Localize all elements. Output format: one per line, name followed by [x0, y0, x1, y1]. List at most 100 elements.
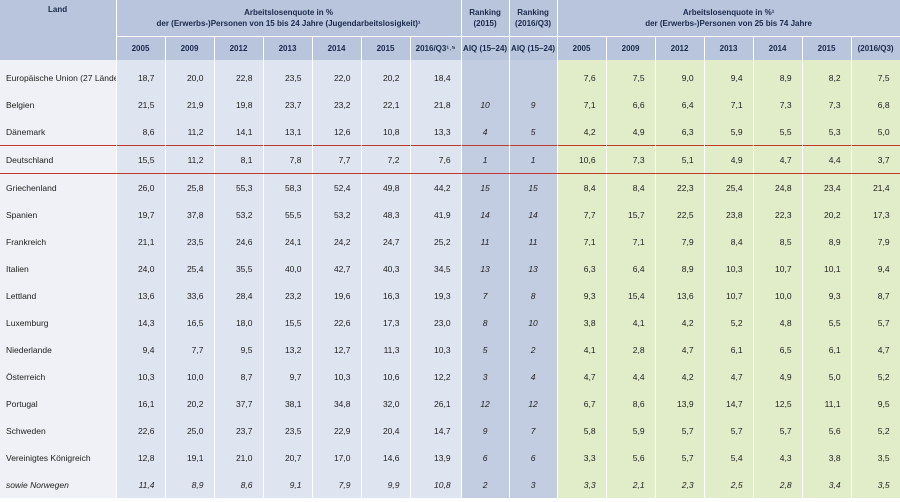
adult-rate-cell: 10,1 — [802, 255, 852, 282]
table-row: Spanien 19,7 37,8 53,2 55,5 53,2 48,3 41,9 14 14 7… — [0, 201, 900, 228]
adult-rate-cell: 11,1 — [802, 390, 852, 417]
adult-rate-cell: 5,7 — [704, 417, 754, 444]
adult-rate-cell: 5,5 — [753, 118, 803, 146]
youth-rate-cell: 22,6 — [312, 309, 362, 336]
youth-rate-cell: 34,8 — [312, 390, 362, 417]
youth-rate-cell: 10,3 — [312, 363, 362, 390]
youth-rate-cell: 24,1 — [263, 228, 313, 255]
adult-rate-cell: 22,5 — [655, 201, 705, 228]
adult-rate-cell: 2,8 — [753, 471, 803, 498]
youth-rate-cell: 24,7 — [361, 228, 411, 255]
youth-rate-cell: 7,7 — [312, 145, 362, 174]
youth-rate-cell: 20,2 — [165, 390, 215, 417]
adult-rate-cell: 9,3 — [802, 282, 852, 309]
table-row: Dänemark 8,6 11,2 14,1 13,1 12,6 10,8 13,3 4 5 4,2… — [0, 118, 900, 146]
adult-rate-cell: 2,8 — [606, 336, 656, 363]
table-row: Niederlande 9,4 7,7 9,5 13,2 12,7 11,3 10,3 5 2 4,… — [0, 336, 900, 363]
youth-rate-cell: 23,2 — [263, 282, 313, 309]
adult-rate-cell: 23,8 — [704, 201, 754, 228]
header-adult-year: 2012 — [655, 36, 705, 60]
table-row: Italien 24,0 25,4 35,5 40,0 42,7 40,3 34,5 13 13 6… — [0, 255, 900, 282]
youth-rate-cell: 19,1 — [165, 444, 215, 471]
adult-rate-cell: 5,8 — [557, 417, 607, 444]
rank-2016-cell: 1 — [509, 145, 558, 174]
rank-2015-cell: 6 — [461, 444, 510, 471]
adult-rate-cell: 10,0 — [753, 282, 803, 309]
youth-rate-cell: 22,1 — [361, 91, 411, 118]
adult-rate-cell: 9,5 — [851, 390, 900, 417]
youth-rate-cell: 21,8 — [410, 91, 462, 118]
youth-rate-cell: 14,6 — [361, 444, 411, 471]
adult-rate-cell: 4,7 — [851, 336, 900, 363]
youth-rate-cell: 38,1 — [263, 390, 313, 417]
youth-rate-cell: 8,6 — [214, 471, 264, 498]
rank-2016-cell: 4 — [509, 363, 558, 390]
header-adult-year: (2016/Q3) — [851, 36, 900, 60]
adult-rate-cell: 7,5 — [606, 60, 656, 91]
country-cell: sowie Norwegen — [0, 471, 117, 498]
header-youth-line1: Arbeitslosenquote in % — [244, 8, 333, 17]
rank-2015-cell: 7 — [461, 282, 510, 309]
rank-2015-cell: 12 — [461, 390, 510, 417]
youth-rate-cell: 24,0 — [116, 255, 166, 282]
adult-rate-cell: 14,7 — [704, 390, 754, 417]
rank-2015-cell: 13 — [461, 255, 510, 282]
adult-rate-cell: 13,9 — [655, 390, 705, 417]
youth-rate-cell: 19,3 — [410, 282, 462, 309]
country-cell: Luxemburg — [0, 309, 117, 336]
youth-rate-cell: 26,0 — [116, 173, 166, 201]
adult-rate-cell: 3,3 — [557, 444, 607, 471]
youth-rate-cell: 26,1 — [410, 390, 462, 417]
youth-rate-cell: 40,0 — [263, 255, 313, 282]
youth-rate-cell: 41,9 — [410, 201, 462, 228]
header-adult-year: 2005 — [557, 36, 607, 60]
youth-rate-cell: 13,3 — [410, 118, 462, 146]
header-land: Land — [0, 0, 117, 60]
adult-rate-cell: 6,1 — [802, 336, 852, 363]
header-adult-year: 2013 — [704, 36, 754, 60]
adult-rate-cell: 6,4 — [606, 255, 656, 282]
header-ranking-2015: Ranking (2015) — [461, 0, 510, 37]
youth-rate-cell: 24,2 — [312, 228, 362, 255]
rank-2015-cell: 2 — [461, 471, 510, 498]
adult-rate-cell: 5,9 — [704, 118, 754, 146]
adult-rate-cell: 4,4 — [606, 363, 656, 390]
adult-rate-cell: 7,3 — [606, 145, 656, 174]
table-row: Griechenland 26,0 25,8 55,3 58,3 52,4 49,8 44,2… — [0, 173, 900, 201]
adult-rate-cell: 4,2 — [655, 309, 705, 336]
youth-rate-cell: 11,2 — [165, 118, 215, 146]
adult-rate-cell: 6,3 — [655, 118, 705, 146]
header-adult-year: 2015 — [802, 36, 852, 60]
youth-rate-cell: 16,5 — [165, 309, 215, 336]
adult-rate-cell: 10,7 — [704, 282, 754, 309]
header-youth-year: 2016/Q3¹˒⁵ — [410, 36, 462, 60]
rank-2016-cell: 5 — [509, 118, 558, 146]
rank-2015-cell: 10 — [461, 91, 510, 118]
youth-rate-cell: 10,3 — [116, 363, 166, 390]
adult-rate-cell: 5,2 — [851, 363, 900, 390]
country-cell: Vereinigtes Königreich — [0, 444, 117, 471]
youth-rate-cell: 8,1 — [214, 145, 264, 174]
youth-rate-cell: 37,8 — [165, 201, 215, 228]
youth-rate-cell: 23,5 — [263, 417, 313, 444]
adult-rate-cell: 6,4 — [655, 91, 705, 118]
country-cell: Niederlande — [0, 336, 117, 363]
youth-rate-cell: 13,2 — [263, 336, 313, 363]
youth-rate-cell: 7,6 — [410, 145, 462, 174]
youth-rate-cell: 9,4 — [116, 336, 166, 363]
adult-rate-cell: 9,0 — [655, 60, 705, 91]
rank-2016-cell: 7 — [509, 417, 558, 444]
youth-rate-cell: 33,6 — [165, 282, 215, 309]
adult-rate-cell: 2,3 — [655, 471, 705, 498]
rank-2016-cell: 2 — [509, 336, 558, 363]
adult-rate-cell: 6,7 — [557, 390, 607, 417]
adult-rate-cell: 6,1 — [704, 336, 754, 363]
header-youth-year: 2009 — [165, 36, 215, 60]
adult-rate-cell: 10,7 — [753, 255, 803, 282]
adult-rate-cell: 5,1 — [655, 145, 705, 174]
adult-rate-cell: 5,7 — [851, 309, 900, 336]
youth-rate-cell: 12,2 — [410, 363, 462, 390]
youth-rate-cell: 22,6 — [116, 417, 166, 444]
table-row: Europäische Union (27 Länder) 18,7 20,0 22,… — [0, 60, 900, 91]
